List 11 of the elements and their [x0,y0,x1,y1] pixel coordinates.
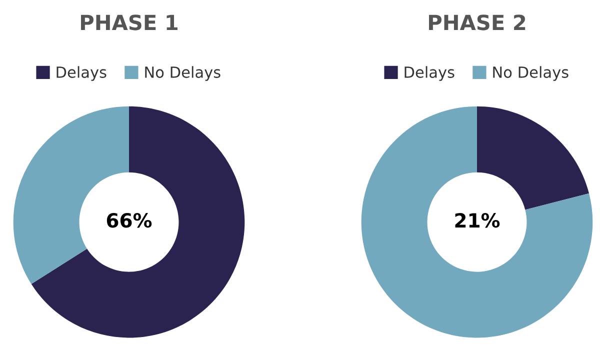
legend-label: Delays [56,66,106,81]
legend-label: Delays [404,66,454,81]
text: 66% [106,213,152,228]
legend-label: No Delays [145,66,220,81]
chart-title: PHASE 1 [81,14,178,30]
donut-slice [361,106,593,338]
chart-title: PHASE 2 [429,14,526,30]
text: 21% [455,213,500,228]
donut-slice [31,106,245,338]
donut-slice [477,106,590,210]
legend-label: No Delays [493,66,568,81]
